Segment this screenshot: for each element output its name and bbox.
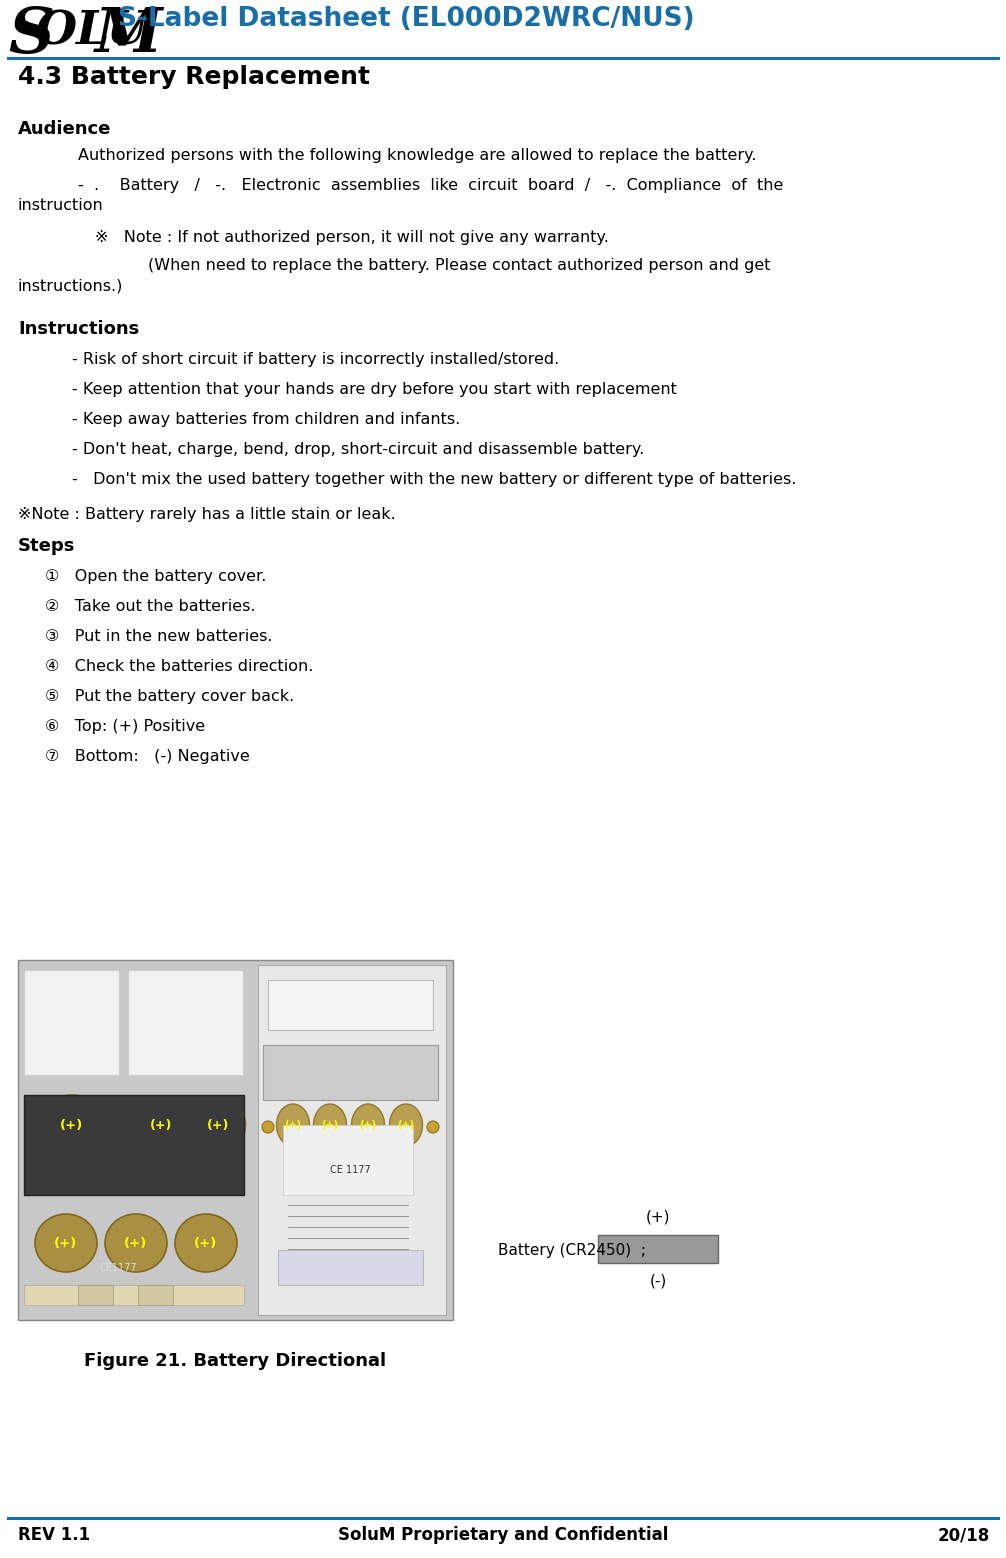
Text: - Keep attention that your hands are dry before you start with replacement: - Keep attention that your hands are dry… bbox=[72, 382, 677, 397]
Ellipse shape bbox=[277, 1105, 310, 1147]
Text: ※Note : Battery rarely has a little stain or leak.: ※Note : Battery rarely has a little stai… bbox=[18, 506, 395, 522]
Text: - Keep away batteries from children and infants.: - Keep away batteries from children and … bbox=[72, 411, 461, 427]
Text: (+): (+) bbox=[646, 1209, 670, 1225]
Text: S: S bbox=[8, 5, 54, 67]
Bar bbox=[24, 1095, 244, 1195]
Text: (-): (-) bbox=[650, 1273, 667, 1288]
Text: CE1177: CE1177 bbox=[100, 1264, 137, 1273]
Text: CE 1177: CE 1177 bbox=[330, 1165, 370, 1175]
Text: Instructions: Instructions bbox=[18, 319, 139, 338]
Text: ⑥   Top: (+) Positive: ⑥ Top: (+) Positive bbox=[45, 718, 205, 734]
Bar bbox=[18, 960, 453, 1320]
Text: 20/18: 20/18 bbox=[938, 1525, 990, 1544]
Ellipse shape bbox=[314, 1105, 346, 1147]
Bar bbox=[278, 1250, 423, 1285]
Text: Audience: Audience bbox=[18, 120, 112, 139]
Text: (+): (+) bbox=[125, 1237, 148, 1250]
Ellipse shape bbox=[190, 1097, 245, 1153]
Text: ③   Put in the new batteries.: ③ Put in the new batteries. bbox=[45, 629, 273, 643]
Ellipse shape bbox=[36, 1095, 108, 1154]
Text: ②   Take out the batteries.: ② Take out the batteries. bbox=[45, 598, 256, 614]
Text: REV 1.1: REV 1.1 bbox=[18, 1525, 91, 1544]
Text: S-Label Datasheet (EL000D2WRC/NUS): S-Label Datasheet (EL000D2WRC/NUS) bbox=[118, 6, 694, 33]
Text: ⑦   Bottom:   (-) Negative: ⑦ Bottom: (-) Negative bbox=[45, 749, 249, 763]
Ellipse shape bbox=[389, 1105, 423, 1147]
Text: - Risk of short circuit if battery is incorrectly installed/stored.: - Risk of short circuit if battery is in… bbox=[72, 352, 559, 368]
Text: -  .    Battery   /   -.   Electronic  assemblies  like  circuit  board  /   -. : - . Battery / -. Electronic assemblies l… bbox=[78, 178, 784, 193]
Text: (+): (+) bbox=[60, 1119, 83, 1131]
Text: (+): (+) bbox=[194, 1237, 217, 1250]
Bar bbox=[258, 964, 446, 1315]
Ellipse shape bbox=[262, 1122, 274, 1133]
Text: instructions.): instructions.) bbox=[18, 277, 124, 293]
Bar bbox=[128, 971, 243, 1075]
Text: (+): (+) bbox=[285, 1120, 302, 1130]
Text: Figure 21. Battery Directional: Figure 21. Battery Directional bbox=[85, 1352, 386, 1369]
Text: OLU: OLU bbox=[36, 8, 149, 55]
Text: (When need to replace the battery. Please contact authorized person and get: (When need to replace the battery. Pleas… bbox=[148, 259, 771, 273]
Ellipse shape bbox=[351, 1105, 384, 1147]
Bar bbox=[283, 1125, 413, 1195]
Bar bbox=[24, 1285, 244, 1306]
Text: (+): (+) bbox=[207, 1119, 229, 1131]
Text: (+): (+) bbox=[359, 1120, 376, 1130]
Text: instruction: instruction bbox=[18, 198, 104, 213]
Ellipse shape bbox=[35, 1214, 97, 1271]
Text: (+): (+) bbox=[322, 1120, 339, 1130]
Text: (+): (+) bbox=[397, 1120, 414, 1130]
Text: Steps: Steps bbox=[18, 538, 75, 555]
Text: 4.3 Battery Replacement: 4.3 Battery Replacement bbox=[18, 65, 370, 89]
Ellipse shape bbox=[105, 1214, 167, 1271]
Text: Authorized persons with the following knowledge are allowed to replace the batte: Authorized persons with the following kn… bbox=[78, 148, 757, 164]
Ellipse shape bbox=[427, 1122, 439, 1133]
Text: ①   Open the battery cover.: ① Open the battery cover. bbox=[45, 569, 267, 584]
Bar bbox=[24, 971, 119, 1075]
Ellipse shape bbox=[134, 1097, 188, 1153]
Ellipse shape bbox=[175, 1214, 237, 1271]
Text: (+): (+) bbox=[54, 1237, 77, 1250]
Text: (+): (+) bbox=[150, 1119, 172, 1131]
Text: ⑤   Put the battery cover back.: ⑤ Put the battery cover back. bbox=[45, 689, 294, 704]
Bar bbox=[78, 1285, 113, 1306]
Text: - Don't heat, charge, bend, drop, short-circuit and disassemble battery.: - Don't heat, charge, bend, drop, short-… bbox=[72, 442, 644, 456]
Text: SoluM Proprietary and Confidential: SoluM Proprietary and Confidential bbox=[338, 1525, 668, 1544]
Bar bbox=[263, 1045, 438, 1100]
Text: M: M bbox=[95, 5, 163, 65]
Text: Battery (CR2450)  ;: Battery (CR2450) ; bbox=[498, 1242, 646, 1257]
Text: ④   Check the batteries direction.: ④ Check the batteries direction. bbox=[45, 659, 314, 675]
Bar bbox=[138, 1285, 173, 1306]
Bar bbox=[598, 1235, 718, 1264]
Text: ※   Note : If not authorized person, it will not give any warranty.: ※ Note : If not authorized person, it wi… bbox=[95, 231, 609, 245]
Bar bbox=[268, 980, 433, 1030]
Text: -   Don't mix the used battery together with the new battery or different type o: - Don't mix the used battery together wi… bbox=[72, 472, 797, 488]
